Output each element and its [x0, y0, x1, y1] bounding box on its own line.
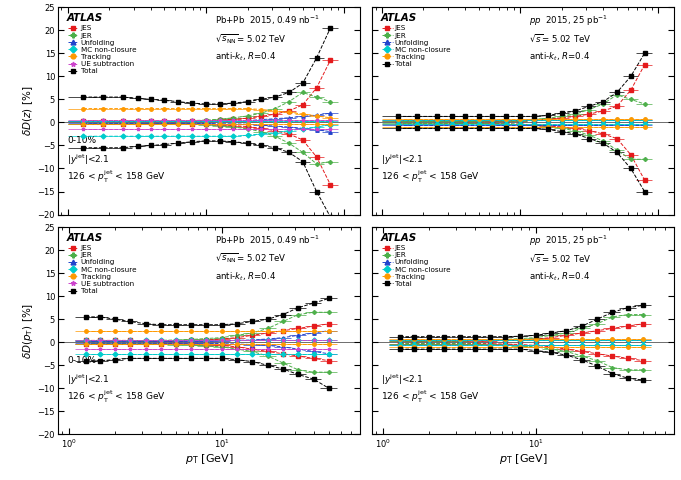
Text: ATLAS: ATLAS — [381, 233, 417, 243]
Text: anti-$k_t$, $R$=0.4: anti-$k_t$, $R$=0.4 — [529, 51, 590, 63]
Text: Pb+Pb  2015, 0.49 nb$^{-1}$: Pb+Pb 2015, 0.49 nb$^{-1}$ — [215, 13, 320, 27]
Y-axis label: $\delta D(z)$ [%]: $\delta D(z)$ [%] — [21, 86, 35, 136]
Text: anti-$k_t$, $R$=0.4: anti-$k_t$, $R$=0.4 — [215, 271, 276, 283]
Text: ATLAS: ATLAS — [67, 13, 104, 24]
Legend: JES, JER, Unfolding, MC non-closure, Tracking, Total: JES, JER, Unfolding, MC non-closure, Tra… — [382, 245, 450, 287]
Text: ATLAS: ATLAS — [381, 13, 417, 24]
Text: ATLAS: ATLAS — [67, 233, 104, 243]
Text: anti-$k_t$, $R$=0.4: anti-$k_t$, $R$=0.4 — [529, 271, 590, 283]
Text: 0-10%: 0-10% — [67, 136, 96, 145]
X-axis label: $p_{\mathrm{T}}$ [GeV]: $p_{\mathrm{T}}$ [GeV] — [185, 452, 233, 467]
Text: $|y^{\mathrm{jet}}|$<2.1: $|y^{\mathrm{jet}}|$<2.1 — [67, 372, 110, 386]
Text: 126 < $p_{\mathrm{T}}^{\mathrm{jet}}$ < 158 GeV: 126 < $p_{\mathrm{T}}^{\mathrm{jet}}$ < … — [381, 169, 480, 185]
Text: $|y^{\mathrm{jet}}|$<2.1: $|y^{\mathrm{jet}}|$<2.1 — [381, 372, 424, 386]
Text: 126 < $p_{\mathrm{T}}^{\mathrm{jet}}$ < 158 GeV: 126 < $p_{\mathrm{T}}^{\mathrm{jet}}$ < … — [381, 389, 480, 405]
Text: anti-$k_t$, $R$=0.4: anti-$k_t$, $R$=0.4 — [215, 51, 276, 63]
Text: 0-10%: 0-10% — [67, 356, 96, 365]
Legend: JES, JER, Unfolding, MC non-closure, Tracking, Total: JES, JER, Unfolding, MC non-closure, Tra… — [382, 25, 450, 67]
Text: $\sqrt{s_{\mathrm{NN}}}$= 5.02 TeV: $\sqrt{s_{\mathrm{NN}}}$= 5.02 TeV — [215, 32, 287, 45]
Text: $pp$  2015, 25 pb$^{-1}$: $pp$ 2015, 25 pb$^{-1}$ — [529, 233, 608, 248]
Y-axis label: $\delta D(p_{\mathrm{T}})$ [%]: $\delta D(p_{\mathrm{T}})$ [%] — [21, 302, 35, 359]
Text: 126 < $p_{\mathrm{T}}^{\mathrm{jet}}$ < 158 GeV: 126 < $p_{\mathrm{T}}^{\mathrm{jet}}$ < … — [67, 169, 165, 185]
Text: $\sqrt{s}$= 5.02 TeV: $\sqrt{s}$= 5.02 TeV — [529, 32, 592, 44]
Legend: JES, JER, Unfolding, MC non-closure, Tracking, UE subtraction, Total: JES, JER, Unfolding, MC non-closure, Tra… — [67, 25, 136, 74]
Text: $pp$  2015, 25 pb$^{-1}$: $pp$ 2015, 25 pb$^{-1}$ — [529, 13, 608, 28]
Text: 126 < $p_{\mathrm{T}}^{\mathrm{jet}}$ < 158 GeV: 126 < $p_{\mathrm{T}}^{\mathrm{jet}}$ < … — [67, 389, 165, 405]
Text: Pb+Pb  2015, 0.49 nb$^{-1}$: Pb+Pb 2015, 0.49 nb$^{-1}$ — [215, 233, 320, 247]
Text: $\sqrt{s}$= 5.02 TeV: $\sqrt{s}$= 5.02 TeV — [529, 252, 592, 264]
Legend: JES, JER, Unfolding, MC non-closure, Tracking, UE subtraction, Total: JES, JER, Unfolding, MC non-closure, Tra… — [67, 245, 136, 294]
Text: $\sqrt{s_{\mathrm{NN}}}$= 5.02 TeV: $\sqrt{s_{\mathrm{NN}}}$= 5.02 TeV — [215, 252, 287, 264]
X-axis label: $p_{\mathrm{T}}$ [GeV]: $p_{\mathrm{T}}$ [GeV] — [499, 452, 548, 467]
Text: $|y^{\mathrm{jet}}|$<2.1: $|y^{\mathrm{jet}}|$<2.1 — [381, 152, 424, 167]
Text: $|y^{\mathrm{jet}}|$<2.1: $|y^{\mathrm{jet}}|$<2.1 — [67, 152, 110, 167]
